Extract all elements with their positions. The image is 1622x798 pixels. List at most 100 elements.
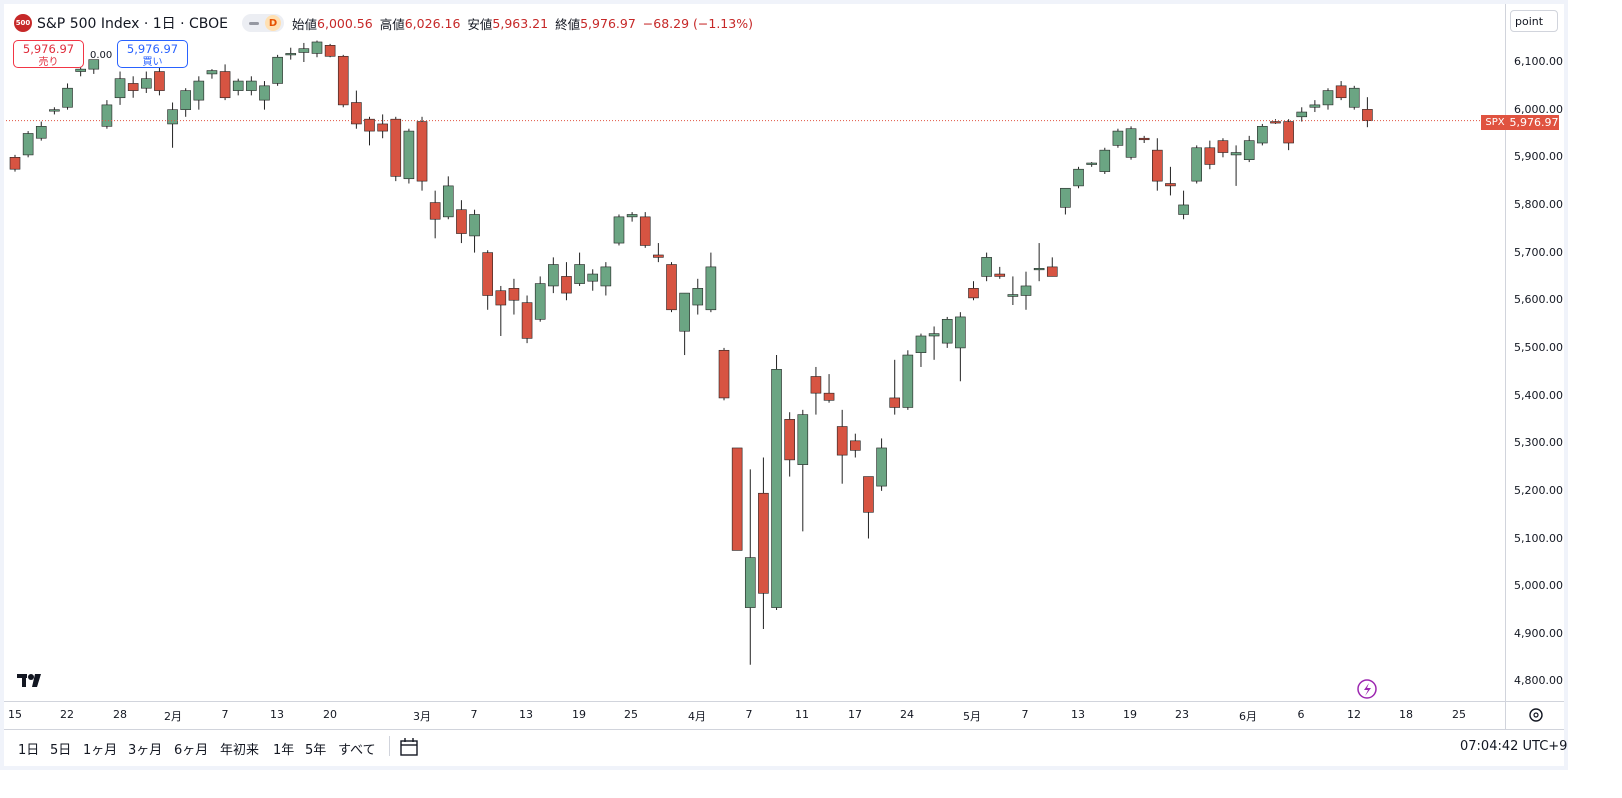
candle-body: [876, 447, 887, 487]
candle-body: [456, 209, 467, 234]
candle-body: [1020, 285, 1032, 296]
minus-icon: [249, 21, 260, 25]
sell-button[interactable]: 5,976.97 売り: [13, 40, 84, 68]
candle-body: [1243, 140, 1255, 160]
buy-button[interactable]: 5,976.97 買い: [117, 40, 188, 68]
candle-body: [232, 80, 244, 91]
candle-body: [1033, 268, 1045, 271]
settings-gear-icon[interactable]: [1529, 708, 1543, 722]
low-value: 5,963.21: [492, 15, 549, 31]
candle-body: [141, 78, 152, 89]
candle-body: [259, 85, 270, 101]
range-1m-button[interactable]: 1ヶ月: [83, 743, 118, 758]
price-tick-label: 6,100.00: [1514, 55, 1563, 68]
candle-body: [1348, 87, 1360, 108]
candle-body: [219, 71, 231, 99]
candle-body: [62, 87, 73, 108]
bottom-toolbar: 1日 5日 1ヶ月 3ヶ月 6ヶ月 年初来 1年 5年 すべて 07:04:42…: [0, 732, 1568, 764]
time-tick-label: 12: [1347, 708, 1361, 721]
lightning-icon[interactable]: [1357, 679, 1377, 699]
candle-body: [718, 349, 730, 399]
candle-body: [469, 214, 480, 237]
candle-body: [206, 70, 218, 75]
candle-body: [351, 102, 362, 125]
time-tick-label: 6: [1297, 708, 1305, 721]
candle-body: [1217, 140, 1229, 153]
candle-body: [1309, 104, 1321, 108]
candle-body: [968, 288, 979, 299]
candle-body: [22, 133, 34, 156]
frame-top: [0, 0, 1568, 4]
candle-body: [1296, 111, 1308, 118]
candle-body: [534, 283, 546, 320]
calendar-range-icon[interactable]: [400, 738, 418, 756]
candle-body: [994, 273, 1006, 277]
range-1d-button[interactable]: 1日: [18, 743, 40, 758]
time-tick-label: 13: [1071, 708, 1085, 721]
time-tick-label: 20: [323, 708, 337, 721]
range-1y-button[interactable]: 1年: [273, 743, 295, 758]
change-value: −68.29 (−1.13%): [642, 15, 753, 31]
candle-body: [600, 266, 612, 287]
candle-body: [548, 264, 559, 287]
candle-body: [442, 185, 454, 218]
time-tick-label: 4月: [688, 710, 706, 723]
time-tick-label: 23: [1175, 708, 1189, 721]
candle-body: [9, 157, 21, 170]
candle-body: [1073, 168, 1084, 187]
open-value: 6,000.56: [317, 15, 373, 31]
range-6m-button[interactable]: 6ヶ月: [174, 743, 209, 758]
candle-body: [902, 354, 914, 408]
price-axis-divider: [1505, 4, 1506, 702]
candle-body: [1046, 266, 1058, 277]
range-5d-button[interactable]: 5日: [50, 743, 72, 758]
time-tick-label: 25: [1452, 708, 1466, 721]
candle-body: [1007, 294, 1019, 297]
price-unit-button[interactable]: point: [1510, 10, 1558, 32]
candle-body: [981, 257, 992, 277]
symbol-logo[interactable]: 500: [14, 14, 32, 32]
candle-body: [1165, 183, 1176, 187]
candle-body: [679, 292, 690, 332]
close-label: 終値: [555, 16, 581, 32]
candle-body: [613, 216, 625, 244]
candle-body: [784, 419, 795, 461]
candle-body: [1257, 126, 1268, 144]
price-tick-label: 5,500.00: [1514, 340, 1563, 354]
candle-body: [482, 252, 493, 296]
time-tick-label: 22: [60, 708, 74, 721]
range-5y-button[interactable]: 5年: [305, 743, 327, 758]
candle-body: [311, 41, 323, 54]
candle-body: [1060, 187, 1071, 208]
candle-body: [180, 90, 191, 110]
candle-body: [889, 397, 901, 408]
symbol-title[interactable]: S&P 500 Index · 1日 · CBOE: [37, 16, 229, 32]
range-ytd-button[interactable]: 年初来: [220, 743, 260, 758]
tradingview-logo-icon[interactable]: [17, 674, 41, 687]
candle-body: [521, 302, 533, 339]
price-tick-label: 5,800.00: [1514, 197, 1563, 211]
candle-body: [771, 369, 782, 608]
candle-body: [941, 319, 953, 344]
clock-timezone[interactable]: 07:04:42 UTC+9: [1460, 739, 1568, 754]
candle-body: [508, 288, 520, 301]
interval-badge: D: [265, 15, 282, 31]
candle-body: [298, 48, 310, 53]
candle-body: [1191, 147, 1202, 182]
price-tick-label: 5,200.00: [1514, 483, 1563, 497]
buy-price: 5,976.97: [126, 42, 179, 56]
price-tick-label: 4,800.00: [1514, 674, 1563, 688]
price-tick-label: 6,000.00: [1514, 102, 1563, 116]
time-tick-label: 7: [745, 708, 753, 721]
candle-body: [823, 392, 835, 401]
sell-price: 5,976.97: [22, 42, 75, 56]
candle-body: [495, 290, 507, 306]
candle-body: [574, 264, 585, 284]
range-3m-button[interactable]: 3ヶ月: [128, 743, 163, 758]
range-all-button[interactable]: すべて: [338, 743, 376, 758]
market-status-pill[interactable]: D: [242, 14, 285, 32]
candle-body: [75, 68, 86, 72]
candle-body: [666, 264, 677, 311]
candle-body: [101, 104, 113, 127]
